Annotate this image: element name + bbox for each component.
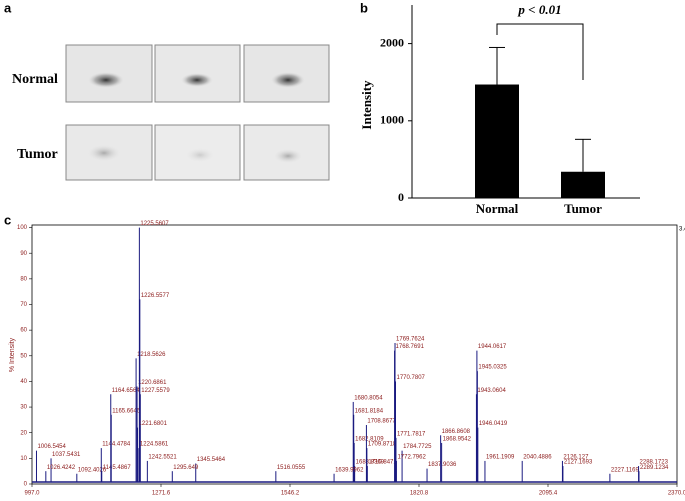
peak-label: 2289.1234 bbox=[640, 465, 669, 471]
peak-label: 1784.7725 bbox=[403, 444, 432, 450]
peak-label: 1708.8677 bbox=[367, 419, 396, 425]
y-tick-label: 40 bbox=[20, 379, 27, 385]
peak-label: 1516.0555 bbox=[277, 465, 306, 471]
gel-spot bbox=[181, 73, 213, 87]
y-tick-label: 20 bbox=[20, 430, 27, 436]
plot-frame bbox=[31, 224, 678, 485]
peak-label: 1682.8109 bbox=[355, 437, 384, 443]
peak-label: 1165.6646 bbox=[112, 408, 141, 414]
x-tick-label: 2370.0 bbox=[668, 491, 685, 497]
peak-label: 1710.8471 bbox=[368, 460, 397, 466]
peak-label: 1866.8608 bbox=[442, 429, 471, 435]
y-tick-label: 50 bbox=[20, 353, 27, 359]
gel-spot bbox=[186, 148, 214, 162]
peak-label: 2127.1693 bbox=[564, 460, 593, 466]
peak-label: 1220.6861 bbox=[138, 380, 167, 386]
peak-label: 1242.5521 bbox=[148, 454, 177, 460]
x-tick-label: Normal bbox=[476, 201, 519, 216]
right-label: 3.45 bbox=[679, 227, 685, 233]
panel-label: b bbox=[360, 0, 368, 15]
peak-label: 1295.649 bbox=[173, 465, 199, 471]
y-tick-label: 100 bbox=[17, 225, 28, 231]
gel-spot bbox=[274, 149, 302, 163]
peak-label: 1144.4784 bbox=[102, 442, 131, 448]
peak-label: 1164.6564 bbox=[112, 388, 141, 394]
peak-label: 1218.5626 bbox=[137, 352, 166, 358]
x-tick-label: 997.0 bbox=[24, 491, 40, 497]
peak-label: 1961.1909 bbox=[486, 454, 515, 460]
gel-spot bbox=[88, 72, 124, 88]
peak-label: 1772.7962 bbox=[397, 454, 426, 460]
peak-label: 1221.6801 bbox=[139, 421, 168, 427]
gel-spot bbox=[88, 145, 120, 161]
y-tick-label: 60 bbox=[20, 328, 27, 334]
peak-label: 2288.1723 bbox=[640, 460, 669, 466]
panel-label: a bbox=[4, 0, 12, 15]
x-tick-label: 1820.8 bbox=[410, 491, 429, 497]
peak-label: 1681.8184 bbox=[355, 408, 384, 414]
y-tick-label: 70 bbox=[20, 302, 27, 308]
peak-label: 1944.0617 bbox=[478, 344, 507, 350]
gel-spot bbox=[271, 72, 305, 88]
y-tick-label: 90 bbox=[20, 251, 27, 257]
y-tick-label: 0 bbox=[398, 190, 404, 204]
x-tick-label: 1271.6 bbox=[152, 491, 171, 497]
peak-label: 1026.4242 bbox=[47, 465, 76, 471]
peak-label: 1709.8718 bbox=[368, 442, 397, 448]
row-label: Tumor bbox=[17, 147, 58, 162]
significance-bracket bbox=[496, 23, 584, 80]
peak-label: 1639.9962 bbox=[335, 467, 364, 473]
peak-label: 2126.127 bbox=[563, 454, 589, 460]
peak-label: 1683.8369 bbox=[356, 460, 385, 466]
peak-label: 1769.7624 bbox=[396, 337, 425, 343]
x-tick-label: 2095.4 bbox=[539, 491, 558, 497]
peak-label: 1770.7807 bbox=[397, 375, 426, 381]
panel-label: c bbox=[4, 212, 11, 227]
peak-label: 1037.5431 bbox=[52, 452, 81, 458]
peak-label: 2040.4886 bbox=[523, 454, 552, 460]
peak-label: 1092.4026 bbox=[78, 467, 107, 473]
y-tick-label: 10 bbox=[20, 456, 27, 462]
bar bbox=[475, 84, 519, 198]
peak-label: 1226.5577 bbox=[141, 293, 170, 299]
peak-label: 1227.5579 bbox=[141, 388, 170, 394]
y-tick-label: 30 bbox=[20, 405, 27, 411]
peak-label: 1946.0419 bbox=[479, 421, 508, 427]
gel-images bbox=[65, 44, 330, 181]
peak-label: 1224.5861 bbox=[140, 442, 169, 448]
peak-label: 1943.0604 bbox=[477, 388, 506, 394]
peak-label: 1006.5454 bbox=[37, 444, 66, 450]
peak-label: 1680.8054 bbox=[354, 396, 383, 402]
peak-label: 2227.1169 bbox=[611, 467, 640, 473]
peak-label: 1771.7817 bbox=[397, 431, 426, 437]
peak-label: 1768.7691 bbox=[396, 344, 425, 350]
y-tick-label: 80 bbox=[20, 276, 27, 282]
y-tick-label: 1000 bbox=[380, 113, 404, 127]
peak-label: 1837.9036 bbox=[428, 462, 457, 468]
y-tick-label: 0 bbox=[24, 482, 28, 488]
row-label: Normal bbox=[12, 72, 58, 87]
x-tick-label: Tumor bbox=[564, 201, 602, 216]
peak-label: 1145.4867 bbox=[103, 465, 132, 471]
y-axis-label: Intensity bbox=[359, 80, 374, 130]
peak-label: 1868.9542 bbox=[443, 437, 472, 443]
bar bbox=[561, 171, 605, 198]
x-tick-label: 1546.2 bbox=[281, 491, 300, 497]
peak-label: 1225.5607 bbox=[140, 221, 169, 227]
y-axis-label: % Intensity bbox=[9, 337, 16, 372]
annotation: p < 0.01 bbox=[517, 2, 561, 17]
peak-label: 1945.0325 bbox=[478, 365, 507, 371]
y-tick-label: 2000 bbox=[380, 35, 404, 49]
peak-label: 1345.5464 bbox=[197, 457, 226, 463]
